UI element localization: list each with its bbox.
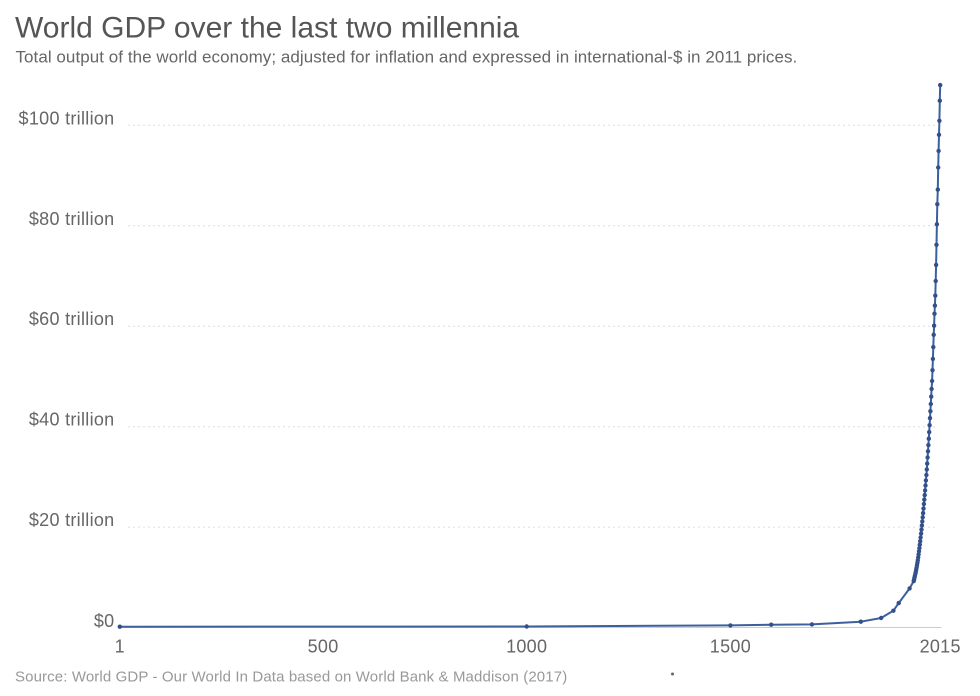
svg-text:World GDP over the last two mi: World GDP over the last two millennia (15, 12, 519, 45)
svg-text:Total output of the world econ: Total output of the world economy; adjus… (16, 48, 798, 67)
svg-text:Source: World GDP - Our World: Source: World GDP - Our World In Data ba… (15, 669, 567, 686)
svg-text:2015: 2015 (920, 637, 961, 657)
svg-text:1500: 1500 (710, 637, 751, 657)
svg-text:$60 trillion: $60 trillion (29, 309, 115, 329)
svg-text:$40 trillion: $40 trillion (29, 410, 115, 430)
svg-text:1000: 1000 (506, 637, 547, 657)
svg-text:1: 1 (115, 637, 125, 657)
svg-text:$100 trillion: $100 trillion (19, 108, 115, 128)
svg-text:500: 500 (308, 637, 339, 657)
svg-text:$20 trillion: $20 trillion (29, 510, 115, 530)
svg-text:$0: $0 (94, 611, 115, 631)
svg-text:$80 trillion: $80 trillion (29, 209, 115, 229)
